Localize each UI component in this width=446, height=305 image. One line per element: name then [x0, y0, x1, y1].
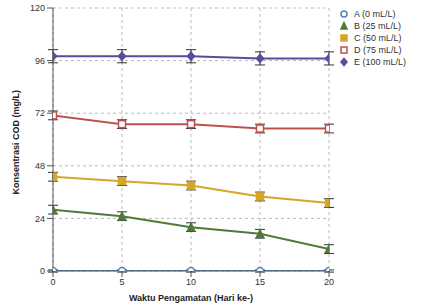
svg-text:20: 20: [324, 277, 334, 287]
html-text:B (25 mL/L): B (25 mL/L): [354, 21, 401, 31]
html-text:A (0 mL/L): A (0 mL/L): [354, 9, 396, 19]
html-text:D (75 mL/L): D (75 mL/L): [354, 45, 402, 55]
svg-text:72: 72: [35, 108, 45, 118]
svg-text:0: 0: [40, 266, 45, 276]
html-text:E (100 mL/L): E (100 mL/L): [354, 57, 406, 67]
svg-text:10: 10: [186, 277, 196, 287]
html-text:C (50 mL/L): C (50 mL/L): [354, 33, 402, 43]
svg-text:0: 0: [50, 277, 55, 287]
svg-text:Konsentrasi COD (mg/L): Konsentrasi COD (mg/L): [11, 90, 21, 195]
svg-text:Waktu Pengamatan (Hari ke-): Waktu Pengamatan (Hari ke-): [129, 293, 253, 303]
svg-text:48: 48: [35, 161, 45, 171]
svg-text:96: 96: [35, 56, 45, 66]
svg-text:5: 5: [119, 277, 124, 287]
svg-text:15: 15: [255, 277, 265, 287]
svg-text:24: 24: [35, 214, 45, 224]
svg-text:120: 120: [30, 3, 45, 13]
